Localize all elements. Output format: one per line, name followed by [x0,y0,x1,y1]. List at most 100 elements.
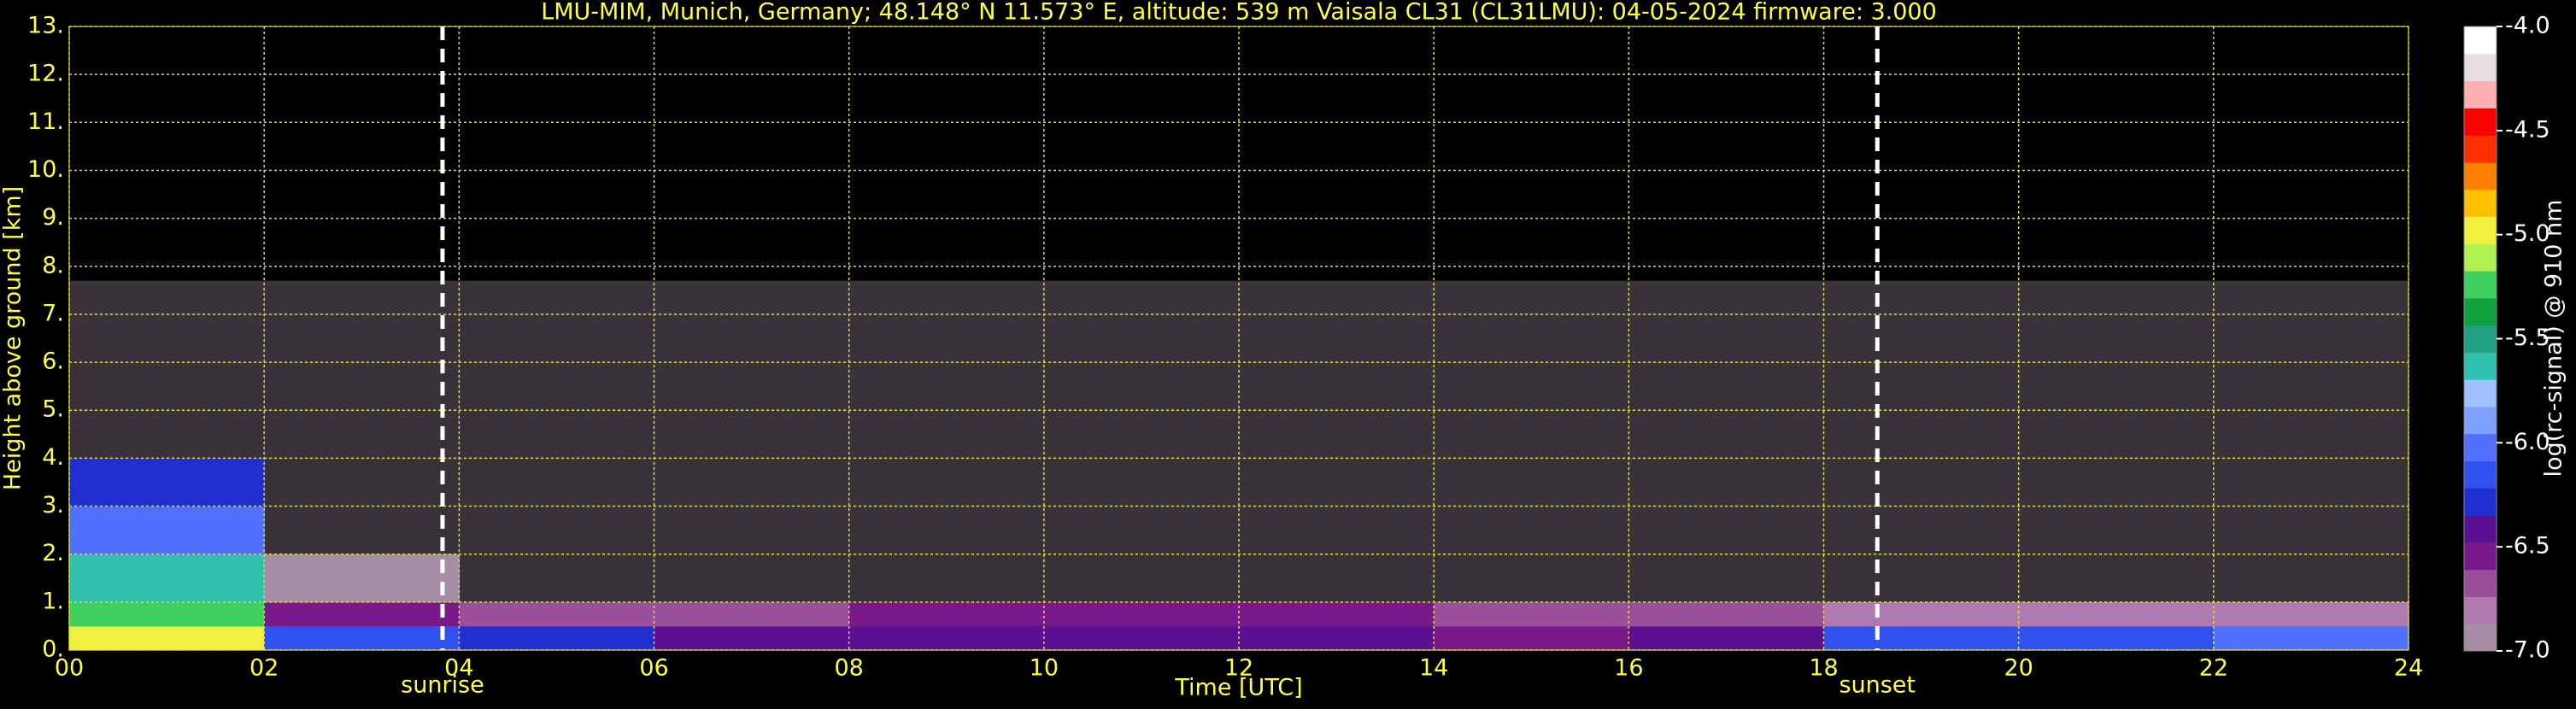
heatmap-cell [1239,280,1435,315]
colorbar-label: log(rc-signal) @ 910 nm [2541,200,2567,478]
heatmap-cell [848,458,1045,507]
heatmap-cell [1434,362,1629,411]
colorbar-segment [2464,542,2497,571]
heatmap-cell [1043,362,1240,411]
heatmap-cell [654,506,850,555]
heatmap-cell [1823,458,2020,507]
y-tick-label: 0. [42,636,64,663]
heatmap-cell [2018,280,2215,315]
x-tick-label: 20 [2004,655,2033,682]
chart-title: LMU-MIM, Munich, Germany; 48.148° N 11.5… [541,0,1937,26]
x-tick-label: 08 [834,655,863,682]
heatmap-cell [1043,601,1240,627]
heatmap-cell [1434,601,1629,627]
y-tick-label: 12. [27,61,64,87]
heatmap-cell [654,313,850,363]
heatmap-cell [1043,313,1240,363]
y-tick-label: 4. [42,444,64,471]
colorbar-segment [2464,297,2497,326]
heatmap-cell [1239,410,1435,459]
y-tick-label: 13. [27,13,64,39]
heatmap-cell [264,313,460,363]
heatmap-cell [69,313,265,363]
heatmap-cell [459,410,654,459]
colorbar-segment [2464,624,2497,652]
heatmap-cell [459,554,654,603]
heatmap-cell [1434,625,1629,651]
heatmap-cell [1434,506,1629,555]
heatmap-cell [69,362,265,411]
colorbar-tick-label: -4.0 [2505,13,2550,39]
heatmap-cell [848,554,1045,603]
heatmap-cell [2213,601,2409,627]
heatmap-cell [459,458,654,507]
heatmap-cell [2213,362,2409,411]
heatmap-cell [264,601,460,627]
heatmap-cell [1043,625,1240,651]
sun-label: sunrise [401,672,484,699]
heatmap-cell [848,313,1045,363]
heatmap-cell [2213,458,2409,507]
heatmap-cell [2213,313,2409,363]
colorbar-segment [2464,189,2497,217]
heatmap-cell [459,625,654,651]
heatmap-cell [654,362,850,411]
heatmap-cell [2213,506,2409,555]
colorbar-tick-label: -7.0 [2505,637,2550,664]
colorbar-tick-label: -5.0 [2505,220,2550,247]
colorbar-tick-label: -5.5 [2505,325,2550,351]
heatmap-cell [459,313,654,363]
heatmap-cell [69,458,265,507]
heatmap-cell [69,554,265,603]
heatmap-cell [654,625,850,651]
colorbar-tick-label: -6.0 [2505,429,2550,455]
x-tick-label: 00 [55,655,84,682]
x-tick-label: 12 [1224,655,1253,682]
heatmap-cell [2018,601,2215,627]
colorbar-segment [2464,596,2497,624]
y-tick-label: 7. [42,300,64,326]
x-tick-label: 02 [249,655,279,682]
y-tick-label: 1. [42,588,64,614]
heatmap-cell [264,506,460,555]
heatmap-cell [1434,410,1629,459]
heatmap-cell [264,554,460,603]
heatmap-cell [2018,506,2215,555]
heatmap-cell [1043,506,1240,555]
heatmap-cell [1628,506,1824,555]
heatmap-cell [69,280,265,315]
heatmap-cell [654,554,850,603]
heatmap-cell [1823,625,2020,651]
heatmap-cell [264,458,460,507]
colorbar-tick-label: -6.5 [2505,533,2550,560]
x-tick-label: 06 [639,655,668,682]
x-tick-label: 14 [1419,655,1448,682]
heatmap-cell [1628,554,1824,603]
heatmap-cell [459,280,654,315]
heatmap-cell [848,362,1045,411]
heatmap-cell [654,410,850,459]
colorbar-tick-label: -4.5 [2505,116,2550,143]
heatmap-cell [1823,280,2020,315]
heatmap-cell [2213,625,2409,651]
heatmap-cell [1239,458,1435,507]
x-tick-label: 22 [2199,655,2228,682]
y-tick-label: 3. [42,492,64,519]
heatmap-cell [654,458,850,507]
heatmap-cell [1628,458,1824,507]
heatmap-cell [2018,625,2215,651]
x-axis-label: Time [UTC] [1174,675,1302,701]
colorbar-segment [2464,135,2497,163]
heatmap-cell [264,280,460,315]
colorbar-segment [2464,379,2497,407]
heatmap-cell [1823,410,2020,459]
heatmap-cell [848,601,1045,627]
heatmap-cell [848,280,1045,315]
heatmap-cell [69,410,265,459]
heatmap-cell [848,625,1045,651]
heatmap-cell [1628,362,1824,411]
heatmap-cell [1823,313,2020,363]
colorbar-segment [2464,26,2497,55]
